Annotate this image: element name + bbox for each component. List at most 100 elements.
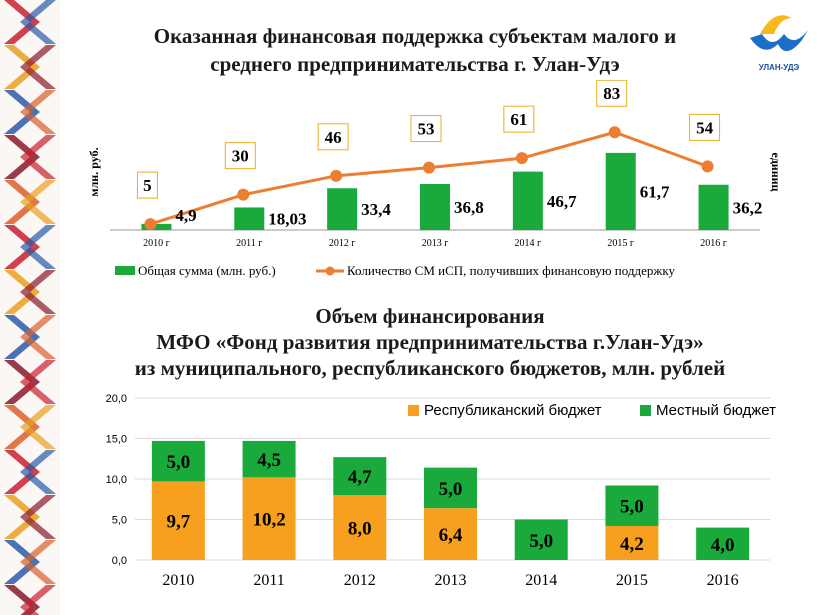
bar-value-label-local: 4,0 (711, 535, 735, 556)
bar-local-budget (605, 485, 659, 526)
ornament-chevron-right (20, 225, 56, 269)
y-tick-label: 5,0 (112, 515, 127, 527)
line-label-box (689, 113, 721, 141)
ornament-chevron-right (20, 90, 56, 134)
logo-text: УЛАН-УДЭ (759, 63, 800, 72)
bar-local-budget (242, 440, 296, 478)
ornament-chevron-right (20, 45, 56, 89)
ornament-chevron-left (4, 225, 40, 269)
line-value-label: 53 (418, 120, 435, 139)
bar-local-budget (151, 440, 205, 482)
bar-total-sum (420, 184, 450, 230)
bar-value-label: 46,7 (547, 192, 577, 211)
ornament-chevron-right (20, 0, 56, 44)
x-tick-label: 2013 (435, 572, 467, 589)
ornament-chevron-left (4, 180, 40, 224)
bar-total-sum (698, 184, 729, 230)
line-marker (515, 152, 528, 165)
x-tick-label: 2010 г (143, 238, 170, 249)
x-tick-label: 2016 (707, 572, 739, 589)
y-tick-label: 0,0 (112, 555, 127, 567)
ornament-chevron-left (4, 45, 40, 89)
ornament-chevron-left (4, 135, 40, 179)
bar-local-budget (696, 527, 750, 560)
chart2-title: Объем финансирования МФО «Фонд развития … (70, 303, 790, 381)
ornament-chevron-left (4, 540, 40, 584)
bar-value-label: 61,7 (640, 182, 670, 201)
chart1-title: Оказанная финансовая поддержка субъектам… (95, 22, 735, 78)
line-value-label: 46 (325, 128, 342, 147)
ornament-chevron-left (4, 360, 40, 404)
ornament-chevron-left (4, 90, 40, 134)
x-tick-label: 2013 г (422, 238, 449, 249)
city-logo: УЛАН-УДЭ (750, 15, 808, 72)
line-label-box (503, 105, 535, 133)
bar-republican-budget (151, 481, 205, 560)
ornament-chevron-left (4, 0, 40, 44)
logo-swoosh-yellow (760, 15, 792, 34)
legend-swatch-republican (408, 405, 419, 416)
bar-republican-budget (605, 525, 659, 560)
legend-label-count: Количество СМ иСП, получивших финансовую… (347, 263, 675, 278)
ornament-chevron-right (20, 135, 56, 179)
bar-value-label-local: 5,0 (166, 452, 190, 473)
x-tick-label: 2015 г (607, 238, 634, 249)
bar-total-sum (327, 188, 358, 230)
x-tick-label: 2014 (525, 572, 557, 589)
bar-republican-budget (242, 477, 296, 560)
legend-swatch-total (115, 266, 135, 275)
bar-value-label: 18,03 (268, 210, 306, 229)
bar-republican-budget (424, 508, 477, 560)
line-marker (330, 169, 343, 182)
x-tick-label: 2015 (616, 572, 648, 589)
line-label-box (317, 123, 349, 151)
bar-value-label-republican: 4,2 (620, 534, 644, 555)
line-value-label: 5 (143, 176, 152, 195)
bar-republican-budget (333, 495, 387, 560)
ornament-chevron-left (4, 450, 40, 494)
bar-total-sum (234, 207, 265, 230)
bar-value-label: 33,4 (361, 200, 391, 219)
y-tick-label: 20,0 (106, 393, 127, 405)
y-tick-label: 10,0 (106, 474, 127, 486)
line-marker (701, 160, 714, 173)
legend-swatch-local (640, 405, 651, 416)
x-tick-label: 2012 (344, 572, 376, 589)
bar-total-sum (512, 171, 543, 230)
line-marker (608, 126, 621, 139)
ornament-chevron-right (20, 495, 56, 539)
line-marker (423, 161, 435, 174)
chart1-title-line1: Оказанная финансовая поддержка субъектам… (153, 24, 677, 48)
chart2-title-line2: МФО «Фонд развития предпринимательства г… (156, 330, 704, 354)
bar-local-budget (514, 519, 568, 560)
line-label-box (136, 171, 158, 199)
bar-value-label: 36,2 (733, 198, 763, 217)
decorative-ornament-border (0, 0, 60, 615)
bar-value-label-local: 4,7 (348, 467, 372, 488)
bar-value-label-local: 5,0 (620, 497, 644, 518)
line-value-label: 83 (603, 84, 620, 103)
logo-swoosh-blue (750, 30, 808, 52)
bar-local-budget (424, 467, 477, 509)
bar-total-sum (141, 223, 172, 230)
ornament-chevron-right (20, 540, 56, 584)
x-tick-label: 2014 г (515, 238, 542, 249)
x-tick-label: 2012 г (329, 238, 356, 249)
bar-value-label: 36,8 (454, 198, 484, 217)
x-tick-label: 2011 г (236, 238, 262, 249)
chart2-title-line1: Объем финансирования (315, 304, 545, 328)
line-marker (237, 188, 250, 201)
bar-value-label-republican: 10,2 (252, 510, 285, 531)
ornament-chevron-left (4, 495, 40, 539)
bar-local-budget (333, 457, 387, 496)
x-tick-label: 2010 (162, 572, 194, 589)
ornament-chevron-right (20, 450, 56, 494)
ornament-chevron-left (4, 270, 40, 314)
bar-value-label-republican: 8,0 (348, 519, 372, 540)
bar-value-label-local: 5,0 (529, 531, 553, 552)
line-value-label: 61 (510, 110, 527, 129)
ornament-chevron-left (4, 315, 40, 359)
y-axis-label: млн. руб. (87, 147, 101, 196)
line-label-box (596, 80, 628, 107)
line-label-box (410, 115, 442, 143)
